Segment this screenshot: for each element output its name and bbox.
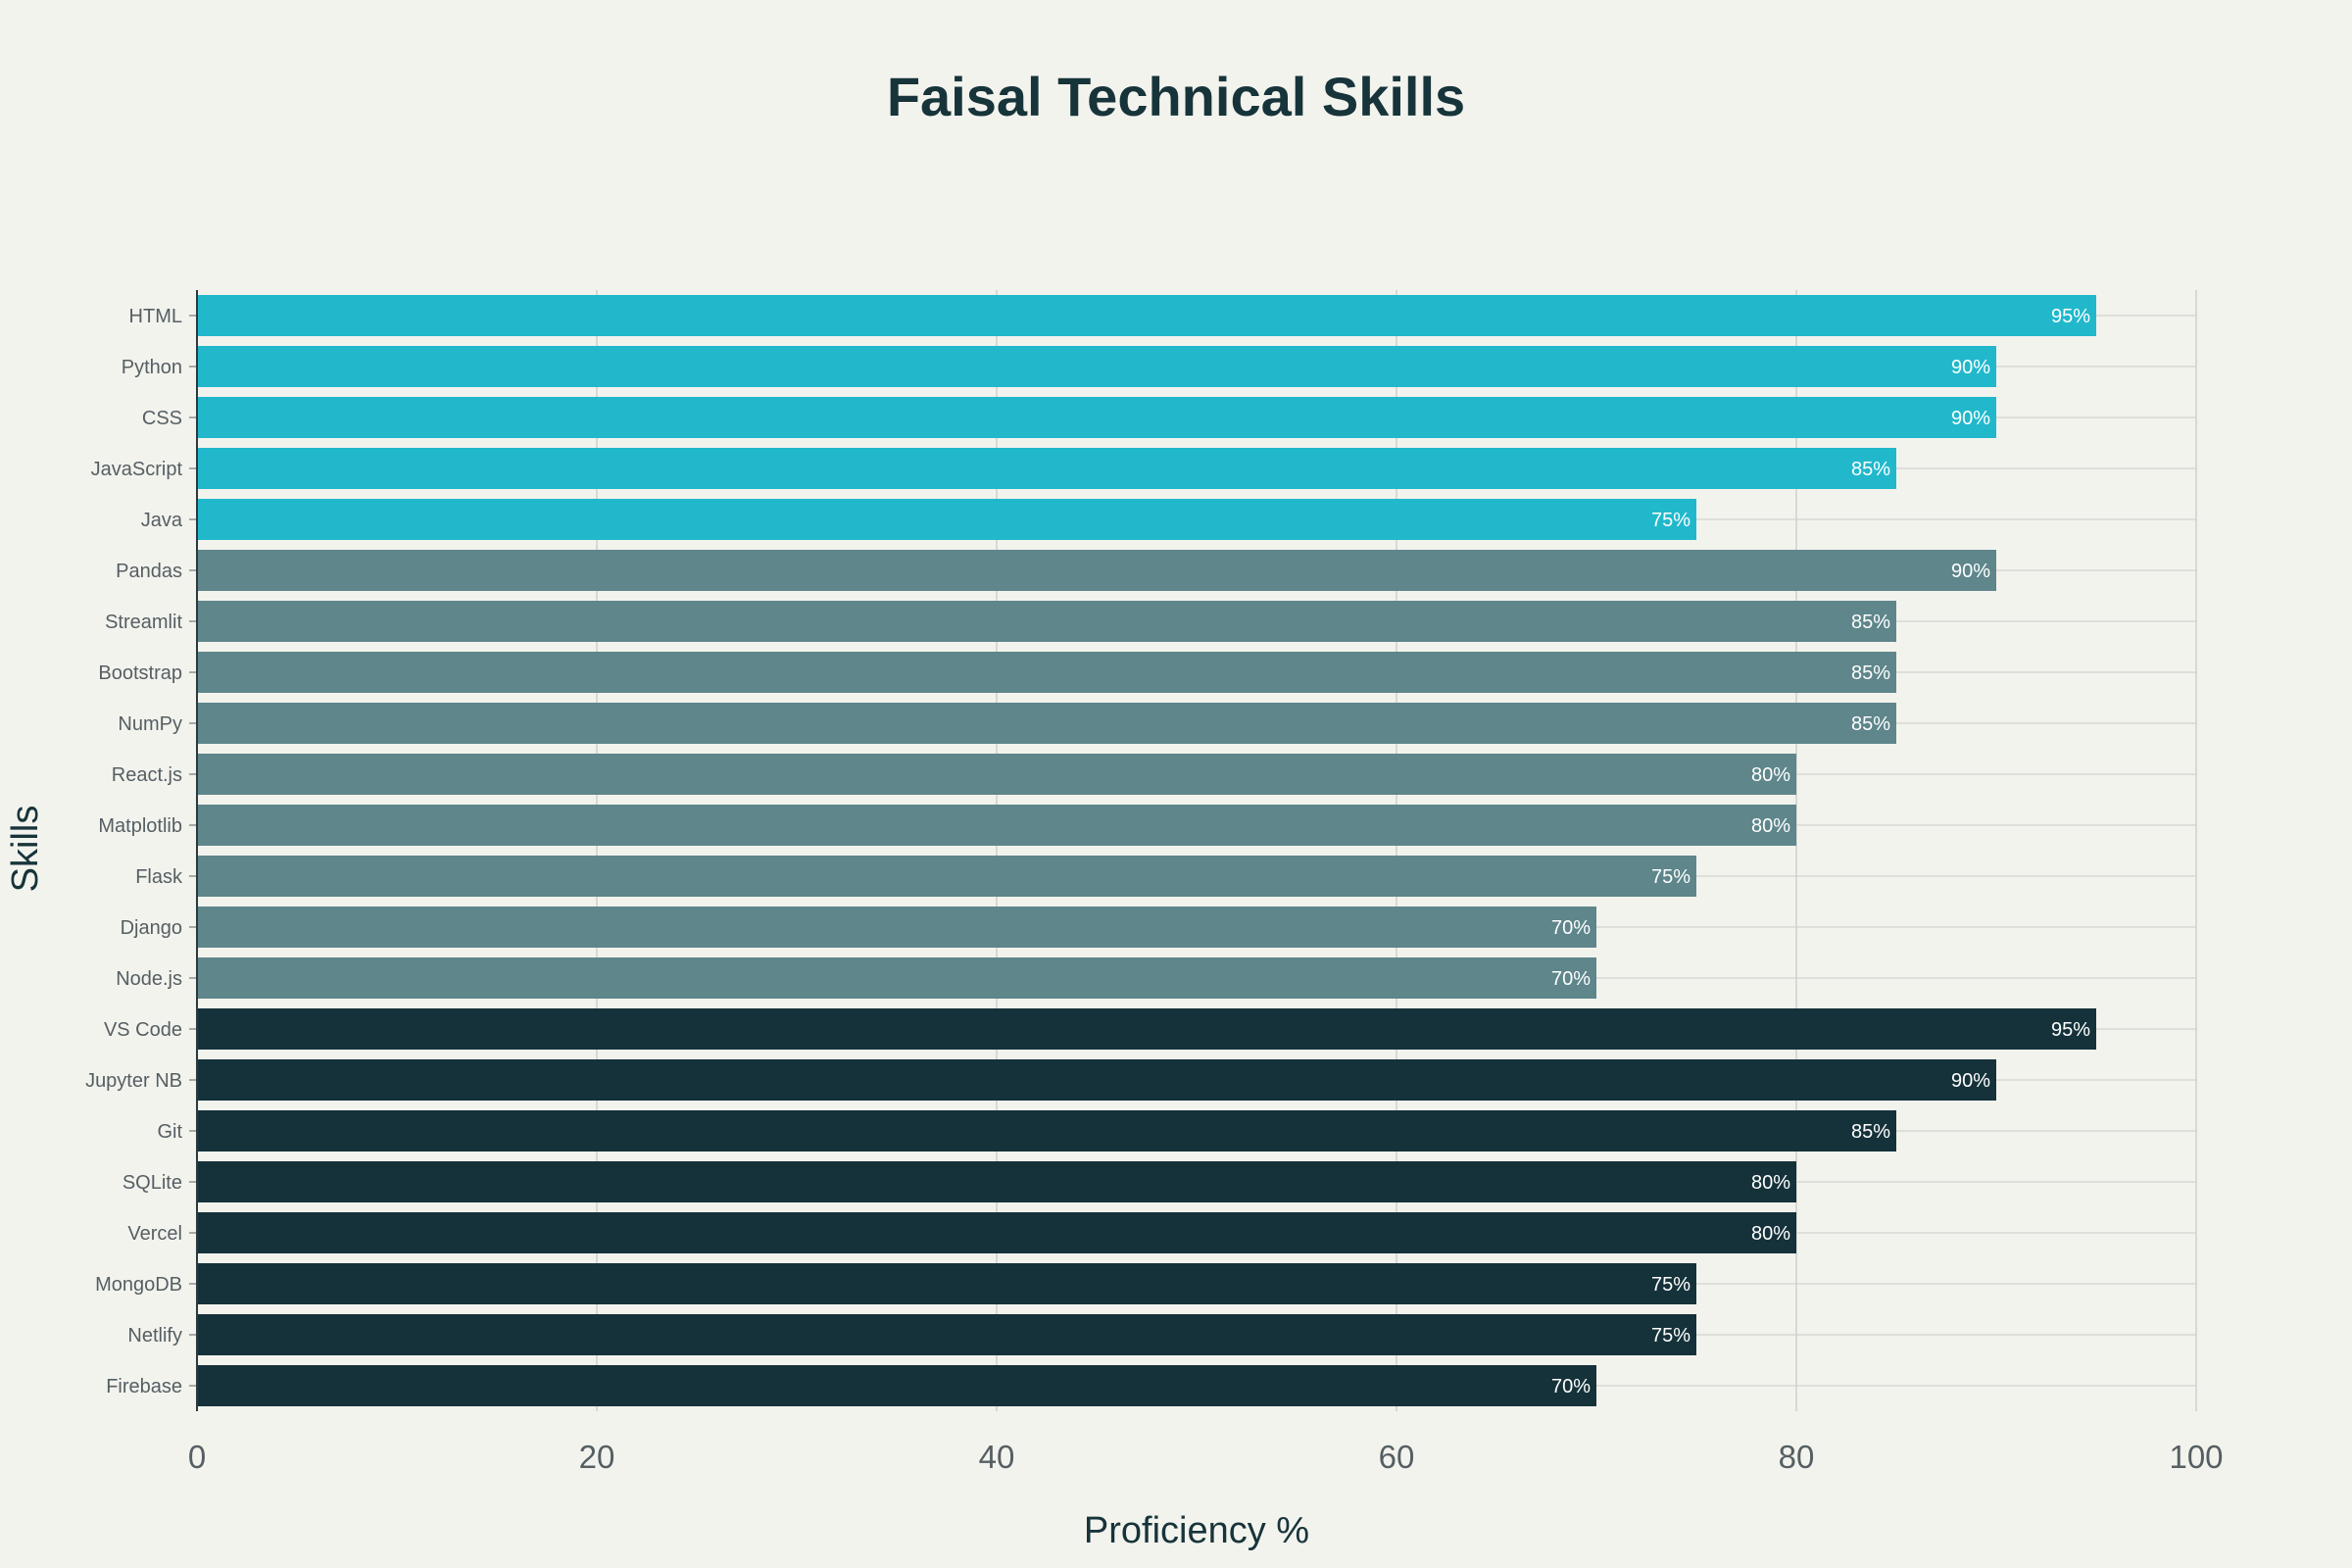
bar-value-label: 70% <box>1551 1376 1591 1397</box>
y-tick-label: React.js <box>112 764 182 786</box>
bar-value-label: 85% <box>1851 612 1890 633</box>
bar <box>197 448 1896 489</box>
y-tick-label: Jupyter NB <box>85 1070 182 1092</box>
bar <box>197 805 1796 846</box>
y-tick-label: VS Code <box>104 1019 182 1041</box>
bar <box>197 601 1896 642</box>
bar-value-label: 90% <box>1951 357 1990 378</box>
bar-value-label: 70% <box>1551 917 1591 939</box>
y-tick-label: Vercel <box>127 1223 182 1245</box>
y-tick-label: Node.js <box>116 968 182 990</box>
x-tick-labels: 0 20 40 60 80 100 <box>188 1439 2224 1475</box>
bar <box>197 295 2096 336</box>
bar <box>197 1161 1796 1202</box>
bar-value-label: 75% <box>1651 510 1690 531</box>
y-tick-label: JavaScript <box>91 459 183 480</box>
y-tick-label: Netlify <box>127 1325 182 1347</box>
y-tick-label: Matplotlib <box>98 815 182 837</box>
bar <box>197 906 1596 948</box>
bar-value-label: 80% <box>1751 815 1790 837</box>
bar-value-label: 80% <box>1751 1172 1790 1194</box>
y-axis-title: Skills <box>5 806 46 893</box>
y-tick-label: NumPy <box>118 713 182 735</box>
bar-value-label: 75% <box>1651 1274 1690 1296</box>
y-tick-label: MongoDB <box>95 1274 182 1296</box>
y-tick-label: Streamlit <box>105 612 182 633</box>
bar <box>197 1008 2096 1050</box>
x-tick-label: 40 <box>979 1439 1015 1475</box>
bar <box>197 754 1796 795</box>
bar <box>197 652 1896 693</box>
bar-value-label: 70% <box>1551 968 1591 990</box>
x-tick-label: 80 <box>1779 1439 1815 1475</box>
x-axis-title: Proficiency % <box>1084 1510 1309 1551</box>
bar-value-label: 80% <box>1751 1223 1790 1245</box>
bar <box>197 1110 1896 1152</box>
x-tick-label: 60 <box>1379 1439 1415 1475</box>
bar-value-label: 85% <box>1851 1121 1890 1143</box>
y-tick-label: Pandas <box>116 561 182 582</box>
bar-value-label: 75% <box>1651 866 1690 888</box>
bar-value-label: 85% <box>1851 662 1890 684</box>
y-tick-label: Django <box>121 917 182 939</box>
y-tick-label: CSS <box>142 408 182 429</box>
bar-value-label: 85% <box>1851 713 1890 735</box>
x-tick-label: 100 <box>2169 1439 2223 1475</box>
bar <box>197 1212 1796 1253</box>
bar <box>197 957 1596 999</box>
x-tick-label: 0 <box>188 1439 206 1475</box>
bar <box>197 550 1996 591</box>
y-tick-label: Bootstrap <box>98 662 182 684</box>
y-tick-label: SQLite <box>122 1172 182 1194</box>
bar <box>197 703 1896 744</box>
bar <box>197 1263 1696 1304</box>
y-tick-label: HTML <box>129 306 182 327</box>
bar-value-label: 80% <box>1751 764 1790 786</box>
bar-value-label: 90% <box>1951 1070 1990 1092</box>
bar-value-label: 75% <box>1651 1325 1690 1347</box>
bar <box>197 397 1996 438</box>
bar <box>197 499 1696 540</box>
y-tick-label: Firebase <box>106 1376 182 1397</box>
bar-value-label: 85% <box>1851 459 1890 480</box>
bar <box>197 1059 1996 1101</box>
y-tick-label: Python <box>122 357 182 378</box>
y-tick-label: Git <box>157 1121 182 1143</box>
bar <box>197 1365 1596 1406</box>
bar-value-label: 90% <box>1951 561 1990 582</box>
y-tick-label: Flask <box>135 866 183 888</box>
bar-value-label: 95% <box>2051 306 2090 327</box>
x-tick-label: 20 <box>579 1439 615 1475</box>
y-tick-label: Java <box>141 510 183 531</box>
bar <box>197 346 1996 387</box>
bar <box>197 1314 1696 1355</box>
chart-title: Faisal Technical Skills <box>887 66 1465 127</box>
y-tick-labels: HTML Python CSS JavaScript Java Pandas Streaml… <box>85 306 197 1397</box>
bar <box>197 856 1696 897</box>
bars: 95% 90% 90% 85% 75% 90% 85% 85% 85% 80% 80% 75% 70% 7… <box>197 295 2096 1406</box>
bar-value-label: 95% <box>2051 1019 2090 1041</box>
bar-value-label: 90% <box>1951 408 1990 429</box>
